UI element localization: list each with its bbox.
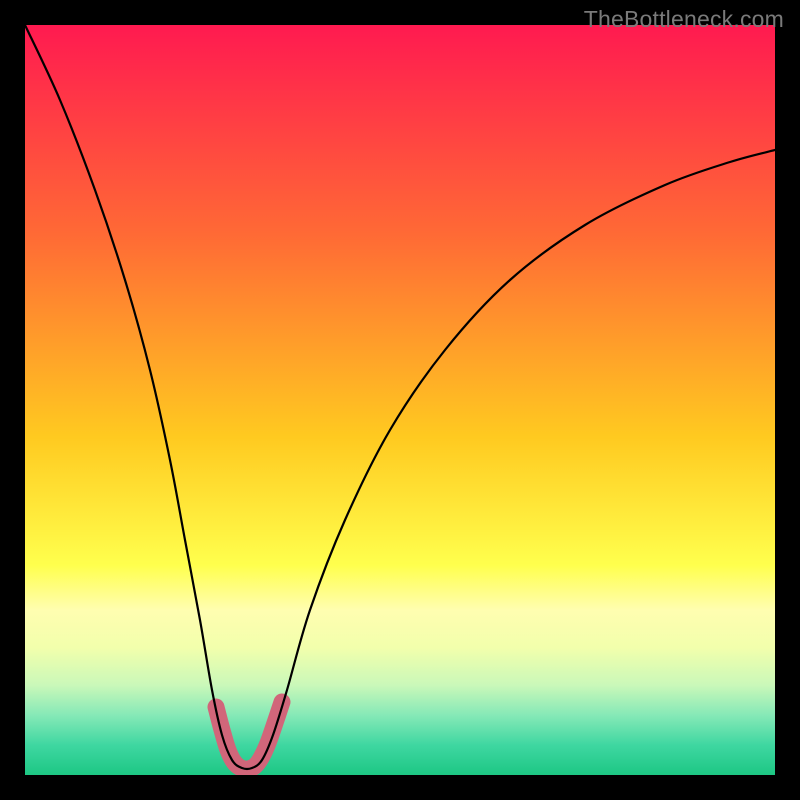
chart-container: TheBottleneck.com	[0, 0, 800, 800]
bottleneck-chart	[0, 0, 800, 800]
watermark-text: TheBottleneck.com	[584, 6, 784, 33]
gradient-background	[25, 25, 775, 775]
chart-svg-wrap	[0, 0, 800, 800]
